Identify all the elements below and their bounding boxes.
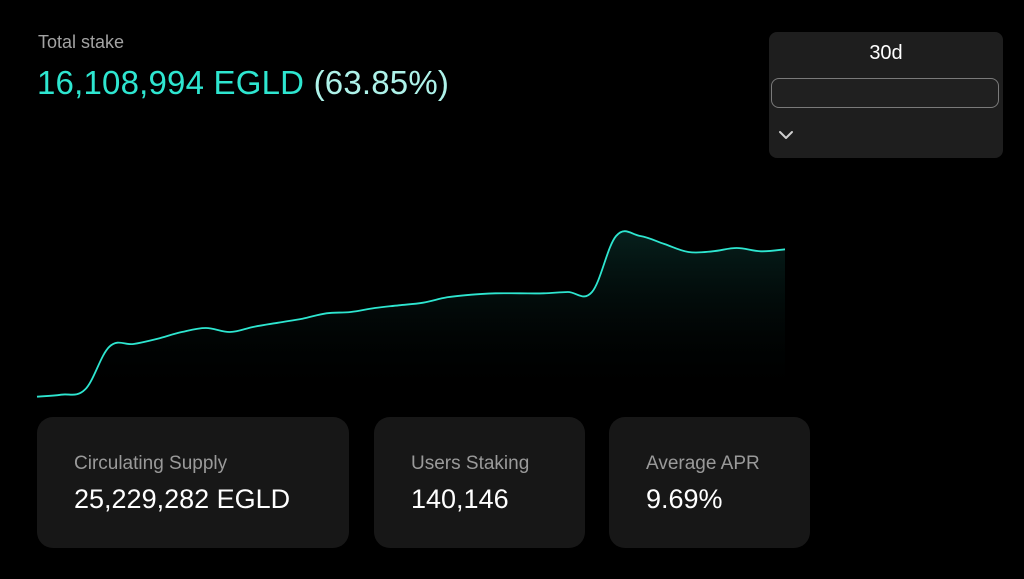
- chart-data-point: [661, 241, 667, 247]
- total-stake-value: 16,108,994 EGLD (63.85%): [37, 64, 449, 102]
- chevron-down-icon[interactable]: [777, 126, 795, 144]
- total-stake-chart: [34, 230, 788, 400]
- circulating-supply-value: 25,229,282 EGLD: [74, 484, 291, 514]
- users-staking-value: 140,146: [411, 484, 509, 514]
- circulating-supply-card: Circulating Supply 25,229,282 EGLD: [37, 417, 349, 548]
- period-dropdown[interactable]: 30d: [769, 32, 1003, 158]
- chart-data-point: [348, 309, 354, 315]
- chart-data-point: [782, 246, 788, 252]
- chart-data-point: [203, 325, 209, 331]
- circulating-supply-label: Circulating Supply: [74, 453, 228, 474]
- chart-data-point: [227, 329, 233, 335]
- users-staking-card: Users Staking 140,146: [374, 417, 585, 548]
- chart-data-point: [82, 386, 88, 392]
- chart-data-point: [131, 341, 137, 347]
- chart-data-point: [251, 324, 257, 330]
- chart-data-point: [372, 305, 378, 311]
- chart-data-point: [58, 392, 64, 398]
- chart-data-point: [34, 394, 40, 400]
- chart-data-point: [299, 316, 305, 322]
- chart-data-point: [179, 329, 185, 335]
- chart-data-point: [396, 302, 402, 308]
- total-stake-label: Total stake: [38, 32, 125, 52]
- chart-data-point: [468, 292, 474, 298]
- users-staking-label: Users Staking: [411, 453, 530, 474]
- chart-data-point: [541, 290, 547, 296]
- chart-data-point: [637, 233, 643, 239]
- chart-data-point: [613, 233, 619, 239]
- chart-data-point: [517, 290, 523, 296]
- period-selected-value[interactable]: 30d: [869, 42, 903, 64]
- chart-data-point: [155, 336, 161, 342]
- period-select-field[interactable]: [771, 78, 999, 108]
- chart-data-point: [106, 344, 112, 350]
- average-apr-value: 9.69%: [646, 484, 723, 514]
- average-apr-label: Average APR: [646, 453, 760, 474]
- chart-data-point: [589, 289, 595, 295]
- total-stake-percent: (63.85%): [313, 64, 450, 101]
- chart-data-point: [275, 320, 281, 326]
- chart-data-point: [444, 294, 450, 300]
- chart-area-fill: [37, 231, 785, 400]
- chart-data-point: [493, 290, 499, 296]
- total-stake-amount: 16,108,994 EGLD: [37, 64, 305, 101]
- chart-data-point: [710, 248, 716, 254]
- chart-data-point: [565, 289, 571, 295]
- chart-series-line: [36, 230, 786, 398]
- chart-data-point: [420, 300, 426, 306]
- average-apr-card: Average APR 9.69%: [609, 417, 810, 548]
- chart-data-point: [324, 310, 330, 316]
- chart-data-point: [758, 248, 764, 254]
- chart-data-point: [734, 245, 740, 251]
- chart-data-point: [686, 249, 692, 255]
